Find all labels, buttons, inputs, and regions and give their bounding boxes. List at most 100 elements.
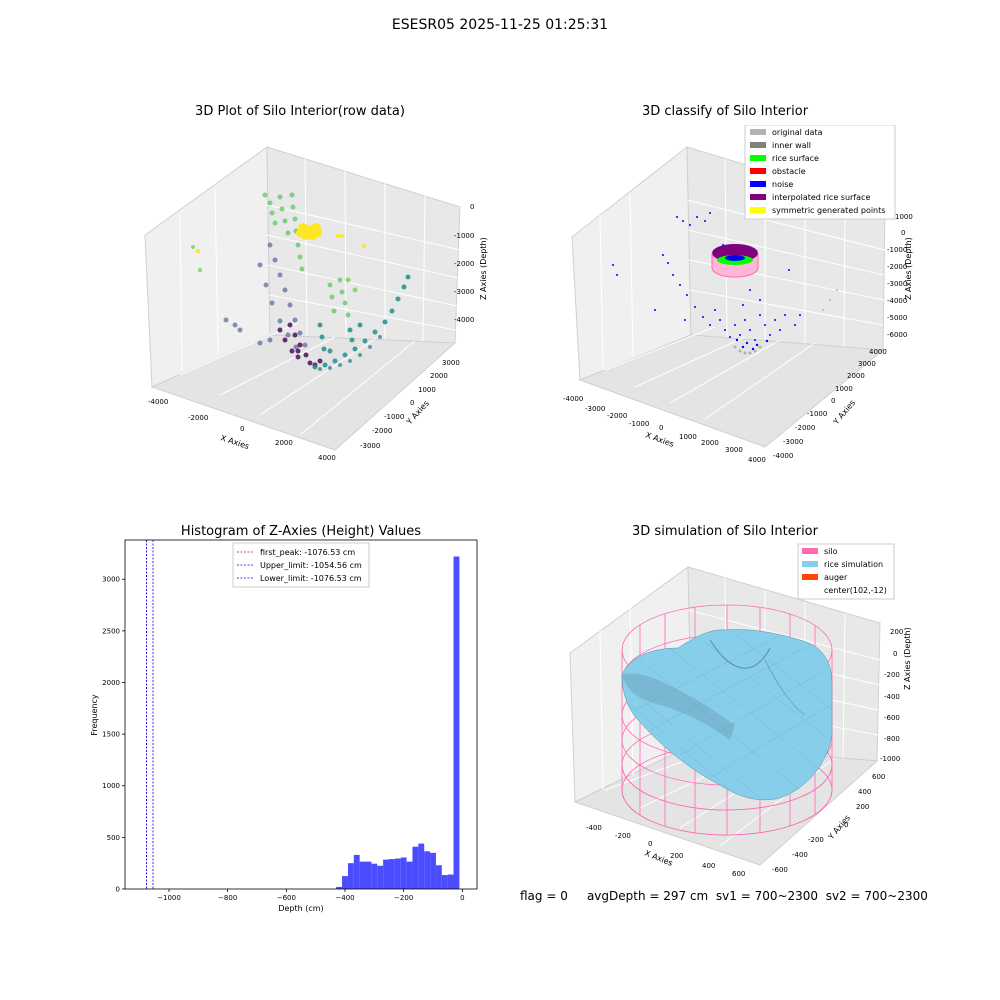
sim-rice-shadow	[622, 673, 735, 740]
raw-z-ticks: -4000 -3000 -2000 -1000 0	[454, 203, 474, 324]
status-sv1: sv1 = 700~2300	[715, 889, 819, 903]
raw-ztick: 0	[470, 203, 474, 211]
sim-ztick: 0	[893, 650, 897, 658]
raw-ytick: -2000	[372, 427, 392, 435]
raw-x-label: X Axies	[219, 433, 250, 451]
histogram-xtick-label: −400	[335, 894, 354, 902]
legend-label: rice surface	[772, 154, 819, 163]
legend-label: auger	[824, 573, 848, 582]
legend-label: first_peak: -1076.53 cm	[260, 548, 355, 557]
legend-label: center(102,-12)	[824, 586, 887, 595]
sim-rice-fold	[764, 659, 806, 716]
histogram-bar	[365, 861, 372, 889]
classify-ytick: -4000	[773, 452, 793, 460]
histogram-bar	[383, 859, 389, 889]
histogram-bar	[430, 852, 436, 889]
legend-label: symmetric generated points	[772, 206, 885, 215]
status-avg-depth: avgDepth = 297 cm	[586, 889, 709, 903]
legend-swatch	[750, 207, 766, 213]
classify-ztick: -6000	[887, 331, 907, 339]
classify-xtick: -4000	[563, 395, 583, 403]
classify-ztick: 0	[901, 229, 905, 237]
legend-label: noise	[772, 180, 793, 189]
sim-ztick: -1000	[880, 755, 900, 763]
classify-noise-core	[725, 255, 745, 261]
legend-label: obstacle	[772, 167, 806, 176]
classify-ytick: 2000	[847, 372, 865, 380]
status-sv2: sv2 = 700~2300	[825, 889, 928, 903]
histogram-chart: −1000 −800 −600 −400 −200 0 0 500 1000 1500 2000 25…	[90, 539, 478, 913]
classify-ztick: -2000	[887, 263, 907, 271]
histogram-bar	[424, 851, 431, 889]
classify-xtick: 2000	[701, 439, 719, 447]
classify-y-ticks: -4000 -3000 -2000 -1000 0 1000 2000 3000…	[773, 348, 887, 460]
classify-ztick: -4000	[887, 297, 907, 305]
sim-xtick: 200	[670, 852, 683, 860]
legend-label: original data	[772, 128, 823, 137]
histogram-bar	[389, 859, 395, 889]
histogram-ytick-label: 2000	[102, 679, 120, 687]
legend-swatch	[750, 155, 766, 161]
histogram-bar	[394, 858, 401, 889]
sim-z-label: Z Axies (Depth)	[903, 627, 912, 690]
raw-xtick: 4000	[318, 454, 336, 462]
histogram-xtick-label: −1000	[157, 894, 181, 902]
sim-ytick: -200	[808, 836, 824, 844]
simulation-plot-title: 3D simulation of Silo Interior	[632, 524, 818, 539]
legend-label: interpolated rice surface	[772, 193, 870, 202]
histogram-xtick-label: 0	[460, 894, 464, 902]
histogram-bar	[412, 846, 419, 889]
classify-legend: original data inner wall rice surface ob…	[744, 125, 896, 220]
classify-ytick: 4000	[869, 348, 887, 356]
raw-ztick: -4000	[454, 316, 474, 324]
histogram-bar	[406, 861, 413, 889]
classify-xtick: -3000	[585, 405, 605, 413]
sim-silo-front	[621, 764, 833, 836]
histogram-bar	[371, 863, 378, 889]
classify-x-label: X Axies	[644, 430, 675, 449]
classify-xtick: 1000	[679, 433, 697, 441]
legend-swatch	[750, 142, 766, 148]
histogram-bar	[400, 857, 407, 889]
histogram-bar	[353, 854, 360, 889]
raw-3d-plot: -4000 -2000 0 2000 4000 X Axies -3000 -2…	[144, 146, 488, 462]
sim-ytick: 400	[858, 788, 871, 796]
histogram-xtick-label: −600	[277, 894, 296, 902]
raw-y-ticks: -3000 -2000 -1000 0 1000 2000 3000	[360, 359, 460, 450]
classify-xtick: 3000	[725, 446, 743, 454]
sim-xtick: 0	[648, 840, 652, 848]
sim-xtick: -400	[586, 824, 602, 832]
classify-3d-plot: original data inner wall rice surface ob…	[563, 125, 913, 464]
histogram-bar	[336, 886, 343, 889]
histogram-bar	[441, 875, 448, 889]
sim-ztick: -400	[884, 693, 900, 701]
status-flag: flag = 0	[520, 889, 568, 903]
status-line: flag = 0 avgDepth = 297 cm sv1 = 700~230…	[520, 889, 928, 903]
histogram-legend: first_peak: -1076.53 cm Upper_limit: -10…	[232, 542, 370, 588]
classify-point-cloud	[612, 212, 838, 355]
legend-label: inner wall	[772, 141, 811, 150]
classify-ytick: 3000	[858, 360, 876, 368]
classify-xtick: 0	[659, 424, 663, 432]
histogram-bar	[435, 865, 442, 889]
sim-ztick: -600	[884, 714, 900, 722]
classify-x-ticks: -4000 -3000 -2000 -1000 0 1000 2000 3000…	[563, 395, 766, 464]
sim-xtick: 400	[702, 862, 715, 870]
raw-xtick: 0	[240, 425, 244, 433]
classify-ytick: 1000	[835, 385, 853, 393]
histogram-ytick-label: 0	[116, 886, 120, 894]
raw-xtick: 2000	[275, 439, 293, 447]
legend-swatch	[802, 561, 818, 567]
raw-xtick: -2000	[188, 414, 208, 422]
legend-swatch	[750, 129, 766, 135]
histogram-axes-frame	[124, 539, 478, 890]
raw-ztick: -1000	[454, 232, 474, 240]
sim-ztick: -800	[884, 735, 900, 743]
figure-title: ESESR05 2025-11-25 01:25:31	[391, 17, 609, 33]
raw-ytick: -1000	[384, 413, 404, 421]
legend-swatch	[802, 574, 818, 580]
sim-x-ticks: -400 -200 0 200 400 600	[586, 824, 745, 878]
histogram-bar	[342, 876, 348, 889]
sim-ztick: 200	[890, 628, 903, 636]
raw-ztick: -2000	[454, 260, 474, 268]
